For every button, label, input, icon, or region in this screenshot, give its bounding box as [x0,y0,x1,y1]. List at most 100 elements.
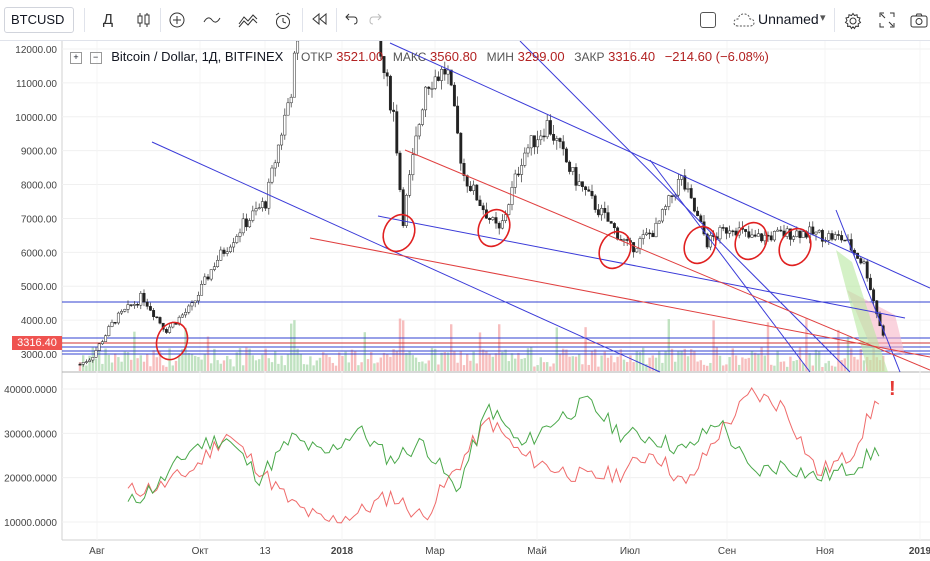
add-indicator-icon[interactable] [165,7,189,33]
volume-bar [462,365,466,371]
highlight-ellipses [155,208,812,361]
volume-bar [235,352,238,371]
candle [456,105,460,134]
screenshot-icon[interactable] [907,7,930,33]
candle [459,132,463,164]
volume-bar [194,355,197,371]
candle [440,69,444,81]
volume-bar [651,355,654,371]
undo-icon[interactable] [341,7,361,33]
candle [510,187,514,205]
candle [270,167,274,183]
volume-bar [674,361,677,371]
candle [680,175,684,180]
high-value: 3560.80 [430,49,478,64]
candle [750,234,754,238]
candle [788,228,792,240]
layout-name[interactable]: Unnamed [758,11,819,27]
indicators-icon[interactable] [235,7,261,33]
candle [644,232,648,235]
candle [728,230,732,234]
open-value: 3521.00 [336,49,384,64]
indicator-tick-label: 10000.0000 [4,518,57,529]
candle [241,218,245,234]
candle [84,361,88,363]
volume-bar [334,365,338,371]
checkbox-icon[interactable] [700,12,716,28]
volume-bar [546,362,549,371]
volume-bar [213,348,216,371]
expand-icon[interactable]: + [70,52,82,64]
volume-bar [347,362,350,371]
candle [286,102,290,116]
candle [718,227,722,240]
symbol-search-button[interactable]: BTCUSD [4,7,74,33]
channel-pattern [836,250,888,372]
candle [91,357,95,361]
volume-bar [782,361,786,371]
settings-icon[interactable] [841,7,865,33]
volume-bar [190,354,194,371]
volume-bar [549,366,552,371]
price-tick-label: 3000.00 [21,350,58,361]
chevron-down-icon[interactable]: ▾ [820,12,826,24]
time-tick-label: Авг [89,546,105,557]
volume-bar [146,353,149,371]
candle [798,230,802,238]
candle [244,218,248,228]
time-tick-label: Окт [192,546,209,557]
volume-bar [632,362,635,371]
volume-bar [200,359,203,371]
candle [260,201,264,208]
collapse-icon[interactable]: − [89,52,102,64]
candle [753,234,757,237]
candles-icon[interactable] [132,7,156,33]
replay-icon[interactable] [308,7,332,33]
cloud-icon[interactable] [733,13,755,32]
volume-bar [101,363,104,371]
volume-bar [238,348,242,371]
volume-bar [395,351,398,371]
candle [129,304,133,306]
fullscreen-icon[interactable] [875,7,899,33]
toolbar-divider [160,8,161,32]
volume-bar [466,353,469,371]
candle [136,304,140,306]
candle [648,232,652,235]
volume-bar [507,361,510,371]
candle [254,208,258,212]
chart-legend: + − Bitcoin / Dollar, 1Д, BITFINEX ОТКР … [70,49,769,69]
candle [97,343,101,351]
volume-bar [638,352,642,371]
candle [641,234,645,239]
candle [625,239,629,241]
volume-bar [542,362,546,371]
top-toolbar: BTCUSD Д Unnamed ▾ [0,0,930,41]
candle [792,236,796,240]
candle [232,242,236,248]
candle [248,220,252,228]
volume-bar [117,357,120,371]
interval-button[interactable]: Д [102,11,114,28]
candle [449,69,453,86]
close-value: 3316.40 [608,49,656,64]
volume-bar [370,352,373,371]
candle [187,305,191,313]
volume-bar [446,352,450,371]
candle [654,222,658,238]
volume-bar [424,363,427,371]
volume-bar [171,365,174,371]
volume-bar [338,352,341,371]
price-chart[interactable]: 12000.00 11000.00 10000.00 9000.00 8000.00 70… [0,41,930,561]
candle [289,96,293,104]
volume-bar [565,349,568,371]
alert-icon[interactable] [270,7,296,33]
volume-bar [702,364,706,371]
candle [801,231,805,238]
volume-bar [779,361,782,371]
time-tick-label: Июл [620,546,640,557]
candle [865,261,869,279]
compare-icon[interactable] [200,7,224,33]
redo-icon[interactable] [366,7,386,33]
candle [552,133,556,141]
